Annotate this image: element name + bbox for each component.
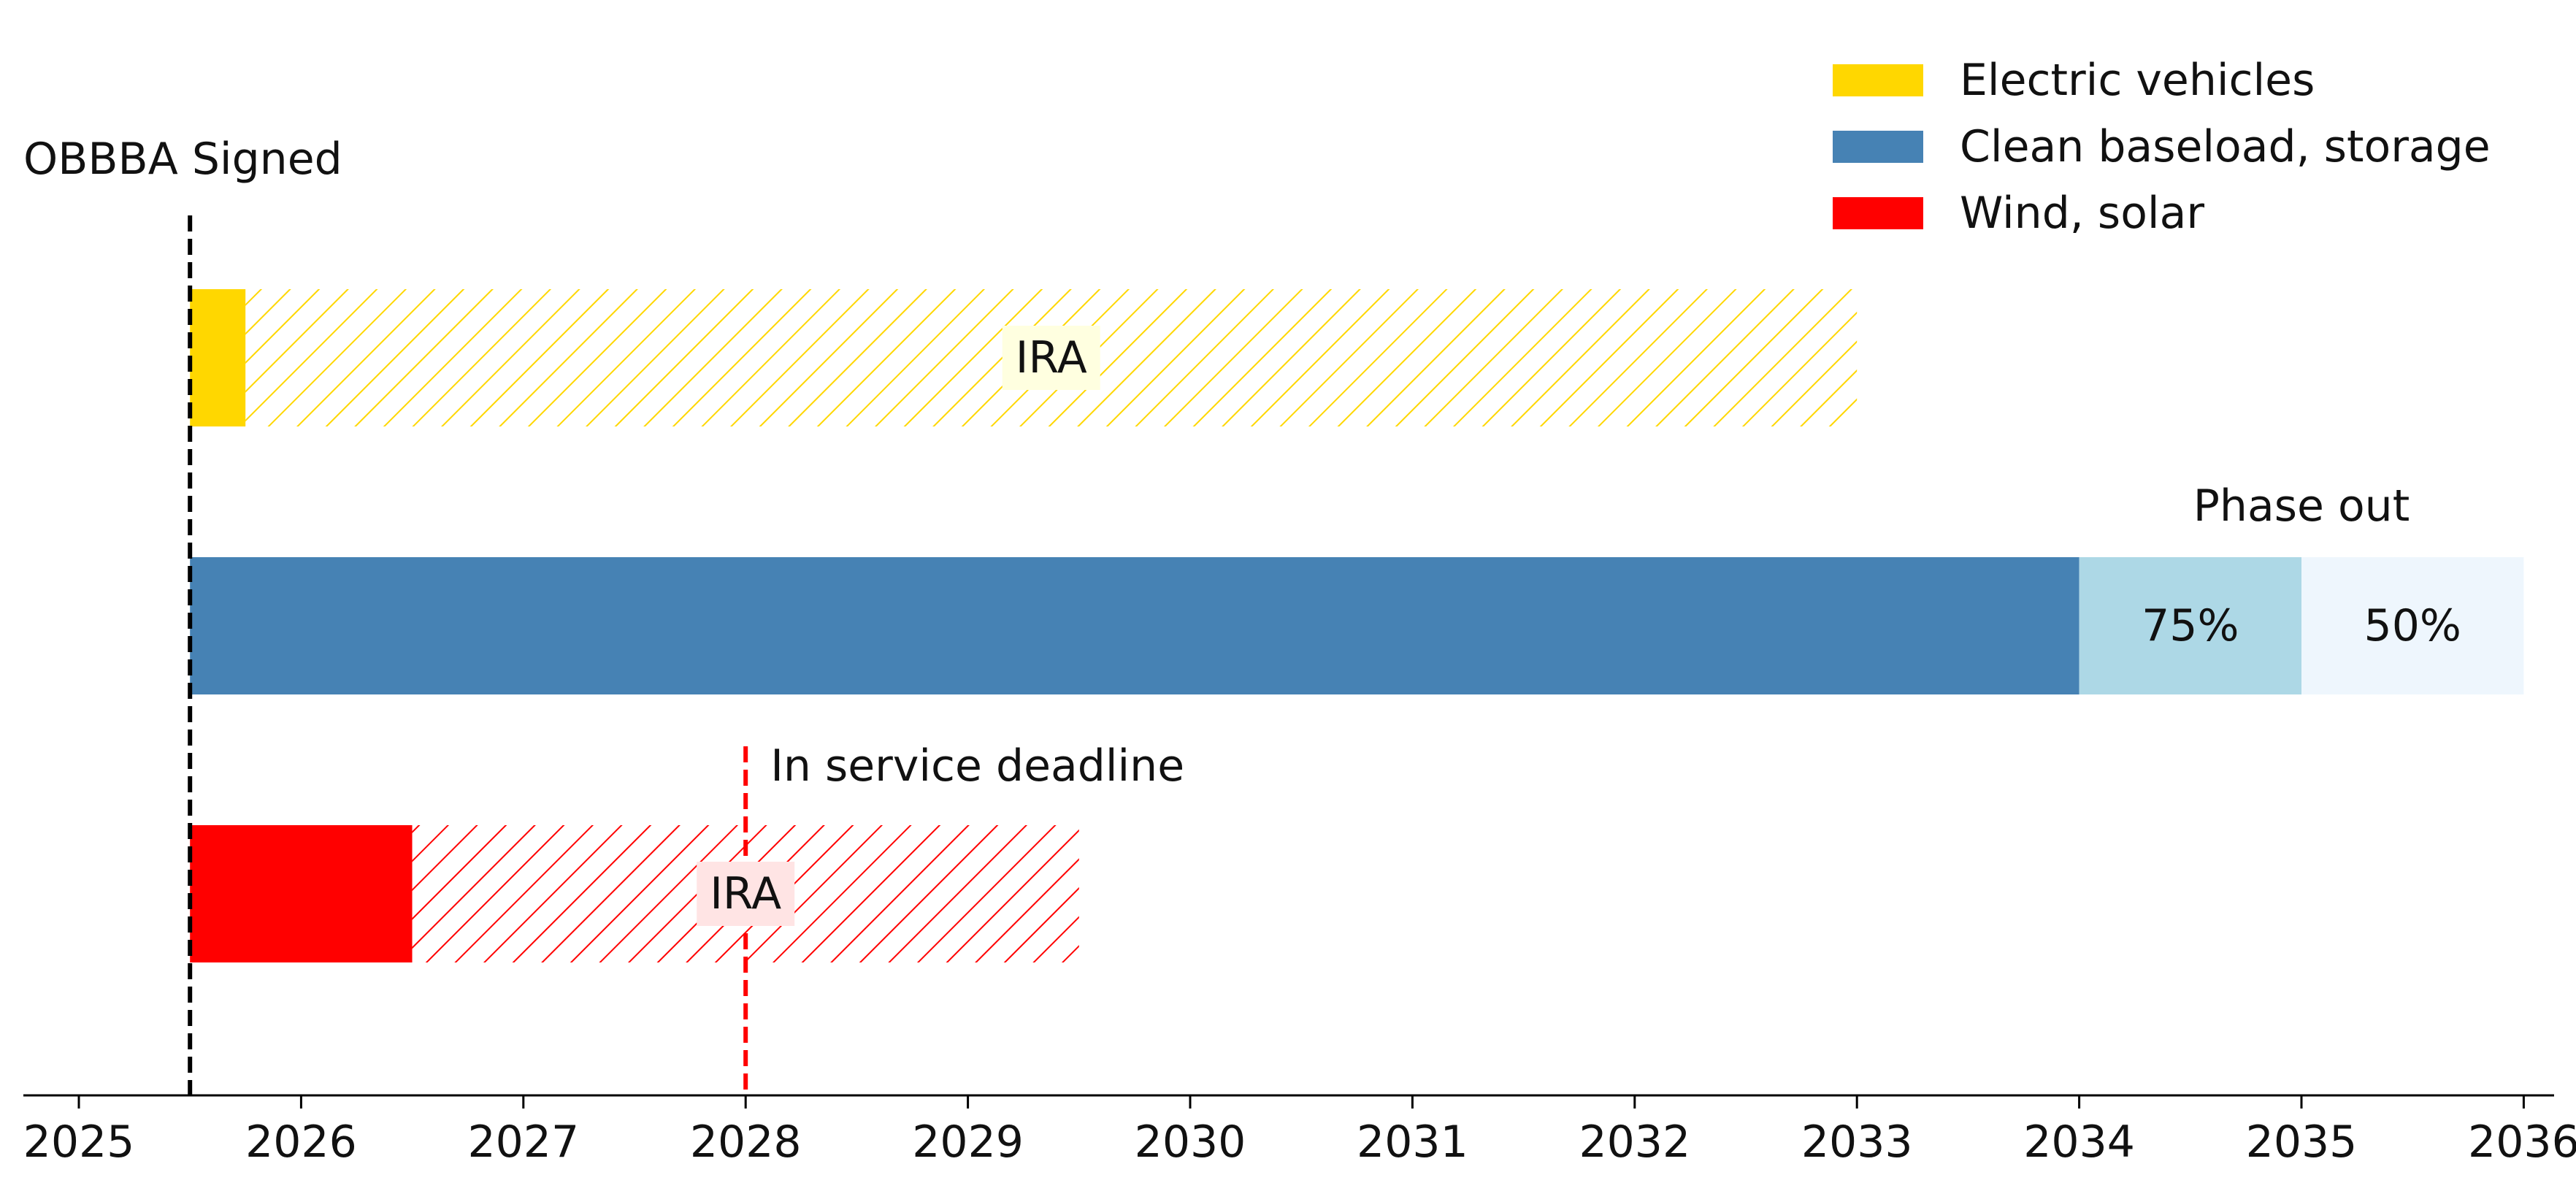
segment-label: IRA [1016,332,1087,383]
segment-label-background [1002,326,1100,390]
legend: Electric vehicles Clean baseload, storage… [1833,55,2491,239]
bar-clean-baseload-storage-segment-2 [2301,557,2524,694]
x-tick-label: 2027 [467,1117,579,1168]
segment-labels-layer: IRA 75% 50% Phase out IRA OBBBA Signed In serv… [23,134,2461,926]
legend-label: Clean baseload, storage [1960,121,2491,172]
bar-clean-baseload-storage-segment-0 [190,557,2079,694]
legend-label: Electric vehicles [1960,55,2315,106]
obbba-signed-label: OBBBA Signed [23,134,342,185]
x-axis: 2025 2026 2027 2028 2029 2030 2031 2032 2033 2034… [23,1094,2576,1168]
bar-wind-solar-segment-0 [190,825,413,962]
x-tick-label: 2031 [1357,1117,1468,1168]
x-tick-label: 2036 [2468,1117,2576,1168]
x-tick-label: 2028 [690,1117,802,1168]
x-tick-label: 2030 [1135,1117,1246,1168]
segment-label: 75% [2142,600,2239,651]
legend-swatch [1833,197,1923,229]
segment-label: IRA [710,868,781,919]
bar-electric-vehicles-segment-0 [190,289,246,426]
legend-swatch [1833,64,1923,96]
x-tick-label: 2034 [2023,1117,2135,1168]
x-tick-label: 2026 [245,1117,357,1168]
in-service-deadline-label: In service deadline [770,740,1184,792]
segment-label-background [697,862,795,926]
bar-clean-baseload-storage-segment-1 [2079,557,2301,694]
legend-swatch [1833,131,1923,163]
phase-out-annotation: Phase out [2193,481,2410,532]
segment-label: 50% [2364,600,2461,651]
x-tick-label: 2029 [912,1117,1024,1168]
legend-label: Wind, solar [1960,188,2204,239]
x-tick-label: 2025 [23,1117,135,1168]
x-tick-label: 2033 [1801,1117,1913,1168]
x-tick-label: 2035 [2246,1117,2358,1168]
x-tick-label: 2032 [1579,1117,1690,1168]
